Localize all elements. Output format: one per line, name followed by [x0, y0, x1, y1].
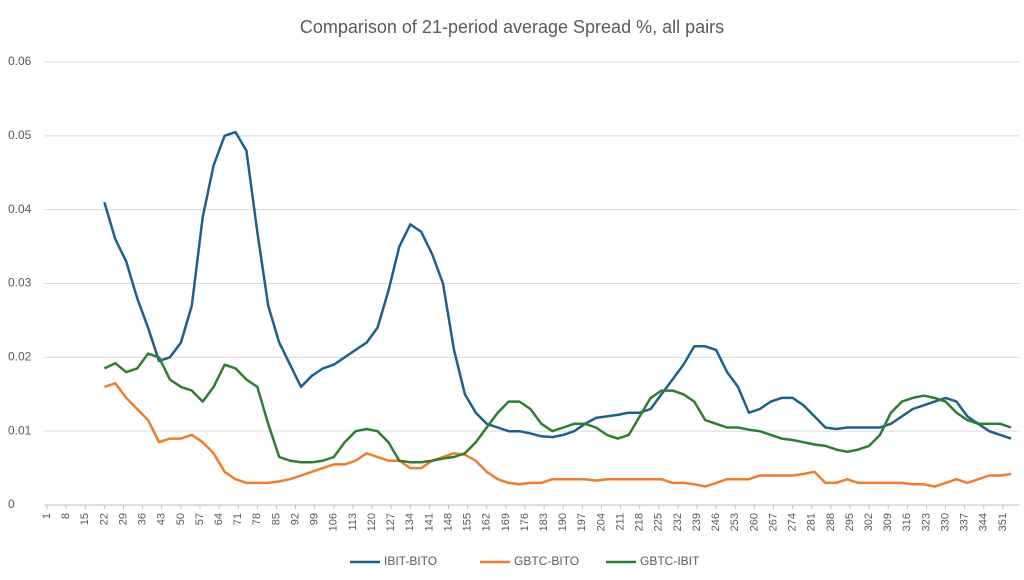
x-tick-label: 246 [710, 513, 722, 531]
x-tick-label: 99 [309, 513, 321, 525]
x-tick-label: 148 [442, 513, 454, 531]
x-tick-label: 15 [79, 513, 91, 525]
x-tick-label: 218 [634, 513, 646, 531]
x-tick-label: 309 [882, 513, 894, 531]
x-tick-label: 120 [366, 513, 378, 531]
y-tick-label: 0 [8, 497, 15, 511]
y-tick-label: 0.04 [8, 202, 32, 216]
x-tick-label: 22 [98, 513, 110, 525]
x-tick-label: 183 [538, 513, 550, 531]
x-tick-label: 50 [175, 513, 187, 525]
x-tick-label: 267 [767, 513, 779, 531]
x-tick-label: 288 [825, 513, 837, 531]
y-tick-label: 0.01 [8, 423, 32, 437]
x-tick-label: 302 [863, 513, 875, 531]
x-tick-label: 57 [194, 513, 206, 525]
y-tick-label: 0.03 [8, 276, 32, 290]
x-tick-label: 92 [289, 513, 301, 525]
x-tick-label: 330 [939, 513, 951, 531]
x-tick-label: 29 [117, 513, 129, 525]
x-tick-label: 344 [978, 513, 990, 531]
x-tick-label: 190 [557, 513, 569, 531]
x-tick-label: 281 [806, 513, 818, 531]
x-tick-label: 71 [232, 513, 244, 525]
x-tick-label: 260 [748, 513, 760, 531]
legend-label: IBIT-BITO [384, 554, 437, 568]
x-tick-label: 197 [576, 513, 588, 531]
x-tick-label: 134 [404, 513, 416, 531]
x-tick-label: 78 [251, 513, 263, 525]
y-tick-label: 0.02 [8, 350, 32, 364]
x-tick-label: 36 [137, 513, 149, 525]
x-tick-label: 337 [959, 513, 971, 531]
x-tick-label: 316 [901, 513, 913, 531]
x-tick-label: 113 [347, 513, 359, 531]
x-tick-label: 295 [844, 513, 856, 531]
x-tick-label: 225 [653, 513, 665, 531]
x-tick-label: 1 [41, 513, 53, 519]
legend-label: GBTC-IBIT [640, 554, 700, 568]
series-line [103, 130, 1012, 440]
series-line [103, 352, 1012, 464]
x-tick-label: 169 [500, 513, 512, 531]
x-tick-label: 274 [787, 513, 799, 531]
x-tick-label: 204 [595, 513, 607, 531]
chart-title: Comparison of 21-period average Spread %… [300, 17, 724, 37]
x-tick-label: 323 [920, 513, 932, 531]
series-line [103, 381, 1012, 488]
x-tick-label: 43 [156, 513, 168, 525]
x-tick-label: 64 [213, 513, 225, 525]
x-tick-label: 211 [614, 513, 626, 531]
x-tick-label: 141 [423, 513, 435, 531]
x-tick-label: 351 [997, 513, 1009, 531]
x-tick-label: 176 [519, 513, 531, 531]
x-tick-label: 162 [481, 513, 493, 531]
x-tick-label: 8 [60, 513, 72, 519]
x-tick-label: 232 [672, 513, 684, 531]
x-tick-label: 85 [270, 513, 282, 525]
x-tick-label: 253 [729, 513, 741, 531]
x-tick-label: 155 [462, 513, 474, 531]
y-tick-label: 0.06 [8, 54, 32, 68]
x-tick-label: 239 [691, 513, 703, 531]
y-tick-label: 0.05 [8, 128, 32, 142]
legend-label: GBTC-BITO [514, 554, 579, 568]
x-tick-label: 106 [328, 513, 340, 531]
x-tick-label: 127 [385, 513, 397, 531]
